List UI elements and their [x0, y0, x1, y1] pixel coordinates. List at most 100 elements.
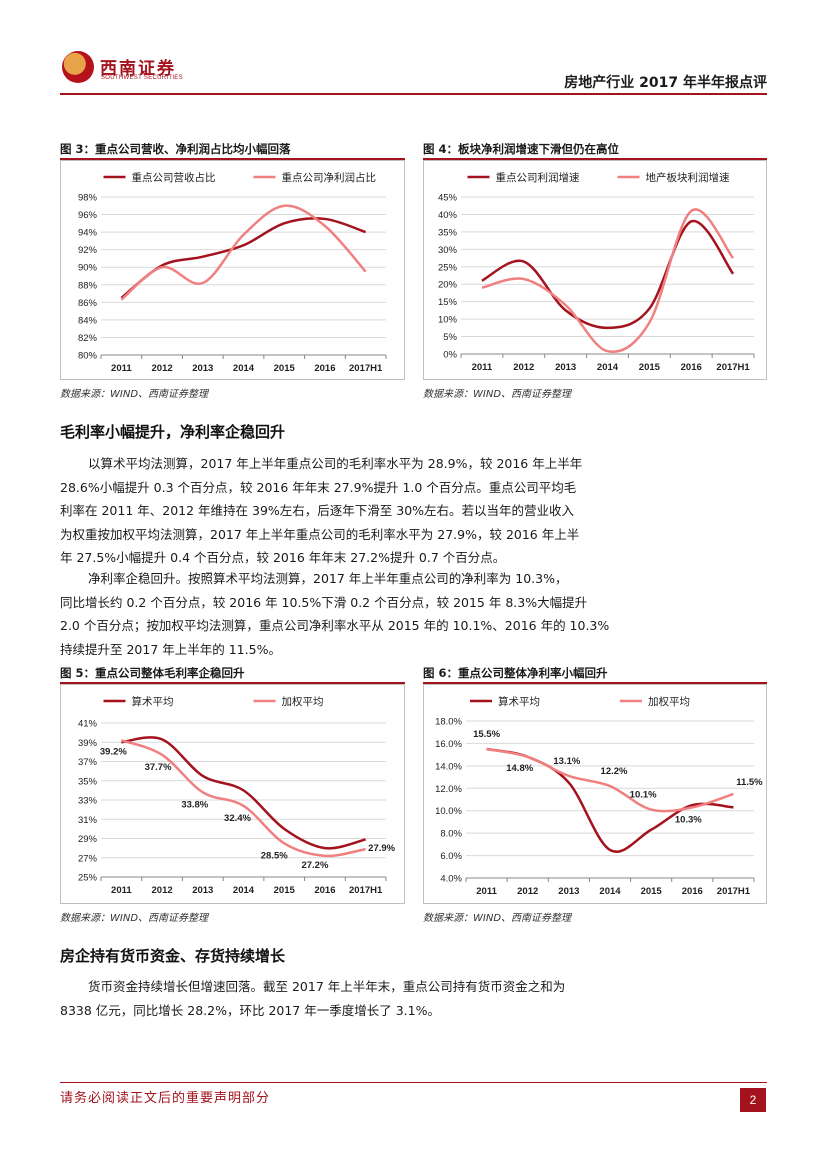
fig3-title: 图 3：重点公司营收、净利润占比均小幅回落 [60, 142, 291, 156]
fig4-rule [423, 158, 767, 160]
data-label: 33.8% [181, 799, 208, 810]
x-tick-label: 2012 [517, 886, 538, 897]
y-tick-label: 84% [78, 315, 98, 326]
data-label: 14.8% [506, 763, 533, 774]
section-heading-cash: 房企持有货币资金、存货持续增长 [60, 947, 286, 965]
y-tick-label: 29% [78, 834, 98, 845]
text-line: 8338 亿元，同比增长 28.2%，环比 2017 年一季度增长了 3.1%。 [60, 1002, 440, 1018]
y-tick-label: 37% [78, 757, 98, 768]
legend-label: 重点公司净利润占比 [282, 171, 377, 184]
x-tick-label: 2013 [558, 886, 579, 897]
y-tick-label: 8.0% [440, 829, 462, 840]
y-tick-label: 94% [78, 228, 98, 239]
x-tick-label: 2012 [513, 362, 534, 373]
fig6-title: 图 6：重点公司整体净利率小幅回升 [423, 666, 608, 680]
text-line: 货币资金持续增长但增速回落。截至 2017 年上半年末，重点公司持有货币资金之和… [88, 979, 566, 994]
y-tick-label: 35% [438, 227, 458, 238]
text-line: 同比增长约 0.2 个百分点，较 2016 年 10.5%下滑 0.2 个百分点… [60, 594, 588, 610]
series-line-0 [121, 736, 366, 850]
y-tick-label: 25% [78, 873, 98, 884]
logo-icon [62, 51, 94, 83]
footer-divider [60, 1082, 767, 1083]
report-title: 房地产行业 2017 年半年报点评 [564, 75, 767, 91]
fig4-source: 数据来源：WIND、西南证券整理 [423, 389, 572, 400]
data-label: 32.4% [224, 813, 251, 824]
text-line: 利率在 2011 年、2012 年维持在 39%左右，后逐年下滑至 30%左右。… [60, 503, 575, 518]
x-tick-label: 2014 [597, 362, 619, 373]
fig5-svg: 25% 27% 29% 31% 33% 35% 37% 39% 41% 2011 2012 2013 2… [78, 695, 396, 896]
fig4-title: 图 4：板块净利润增速下滑但仍在高位 [423, 142, 620, 156]
x-tick-label: 2015 [639, 362, 661, 373]
y-tick-label: 15% [438, 297, 458, 308]
x-tick-label: 2016 [682, 886, 703, 897]
data-label: 15.5% [473, 729, 500, 740]
paragraph-cash: 货币资金持续增长但增速回落。截至 2017 年上半年末，重点公司持有货币资金之和… [60, 975, 767, 999]
fig6-rule [423, 682, 767, 684]
x-tick-label: 2017H1 [349, 885, 383, 896]
y-tick-label: 14.0% [435, 761, 462, 772]
y-tick-label: 0% [443, 350, 457, 361]
x-tick-label: 2011 [472, 362, 493, 373]
y-tick-label: 4.0% [440, 874, 462, 885]
series-line-0 [120, 217, 367, 299]
x-tick-label: 2013 [192, 885, 213, 896]
x-tick-label: 2011 [111, 363, 132, 374]
legend-label: 加权平均 [648, 695, 690, 708]
footer-disclaimer: 请务必阅读正文后的重要声明部分 [60, 1091, 271, 1106]
y-tick-label: 16.0% [435, 739, 462, 750]
x-tick-label: 2017H1 [716, 362, 750, 373]
x-tick-label: 2014 [599, 886, 621, 897]
fig4-svg: 0% 5% 10% 15% 20% 25% 30% 35% 40% 45% 2011 2012 2013… [438, 171, 755, 373]
fig5-chart: 25% 27% 29% 31% 33% 35% 37% 39% 41% 2011 2012 2013 2… [60, 684, 405, 904]
fig4-chart: 0% 5% 10% 15% 20% 25% 30% 35% 40% 45% 2011 2012 2013… [423, 160, 767, 380]
x-tick-label: 2013 [555, 362, 576, 373]
y-tick-label: 30% [438, 245, 458, 256]
fig3-chart: 80% 82% 84% 86% 88% 90% 92% 94% 96% 98% 2011 2012 20… [60, 160, 405, 380]
x-tick-label: 2014 [233, 363, 255, 374]
logo-subtext: SOUTHWEST SECURITIES [101, 75, 183, 81]
legend-label: 算术平均 [132, 695, 174, 708]
y-tick-label: 98% [78, 193, 98, 204]
paragraph-cash-cont: 8338 亿元，同比增长 28.2%，环比 2017 年一季度增长了 3.1%。 [60, 999, 767, 1023]
y-tick-label: 12.0% [435, 784, 462, 795]
series-line-1 [120, 739, 366, 858]
data-label: 10.1% [630, 790, 657, 801]
y-tick-label: 82% [78, 333, 98, 344]
y-tick-label: 25% [438, 262, 458, 273]
x-tick-label: 2011 [476, 886, 497, 897]
fig5-source: 数据来源：WIND、西南证券整理 [60, 913, 209, 924]
legend-label: 地产板块利润增速 [646, 171, 730, 184]
fig3-svg: 80% 82% 84% 86% 88% 90% 92% 94% 96% 98% 2011 2012 20… [78, 171, 387, 374]
x-tick-label: 2016 [681, 362, 702, 373]
logo-text: 西南证券 [100, 59, 176, 79]
y-tick-label: 35% [78, 776, 98, 787]
legend-label: 重点公司利润增速 [496, 171, 580, 184]
series-line-0 [481, 220, 735, 330]
fig6-svg: 4.0% 6.0% 8.0% 10.0% 12.0% 14.0% 16.0% 18.0% 201… [435, 695, 763, 897]
x-tick-label: 2014 [233, 885, 255, 896]
x-tick-label: 2012 [152, 363, 173, 374]
data-label: 37.7% [145, 762, 172, 773]
y-tick-label: 20% [438, 280, 458, 291]
y-tick-label: 86% [78, 298, 98, 309]
text-line: 以算术平均法测算，2017 年上半年重点公司的毛利率水平为 28.9%，较 20… [88, 456, 583, 471]
y-tick-label: 5% [443, 332, 457, 343]
data-label: 10.3% [675, 814, 702, 825]
data-label: 12.2% [601, 766, 628, 777]
y-tick-label: 88% [78, 280, 98, 291]
x-tick-label: 2011 [111, 885, 132, 896]
y-tick-label: 90% [78, 263, 98, 274]
series-line-1 [486, 747, 734, 813]
paragraph-gross-margin: 以算术平均法测算，2017 年上半年重点公司的毛利率水平为 28.9%，较 20… [60, 452, 767, 476]
legend-label: 算术平均 [498, 695, 540, 708]
text-line: 为权重按加权平均法测算，2017 年上半年重点公司的毛利率水平为 27.9%，较… [60, 526, 580, 542]
x-tick-label: 2017H1 [717, 886, 751, 897]
data-label: 28.5% [261, 850, 288, 861]
y-tick-label: 31% [78, 815, 98, 826]
paragraph-net-margin: 净利率企稳回升。按照算术平均法测算，2017 年上半年重点公司的净利率为 10.… [60, 567, 767, 591]
series-line-1 [120, 204, 367, 301]
paragraph-gross-margin-cont: 28.6%小幅提升 0.3 个百分点，较 2016 年年末 27.9%提升 1.… [60, 476, 767, 570]
x-tick-label: 2013 [192, 363, 213, 374]
data-label: 39.2% [100, 746, 127, 757]
y-tick-label: 6.0% [440, 851, 462, 862]
